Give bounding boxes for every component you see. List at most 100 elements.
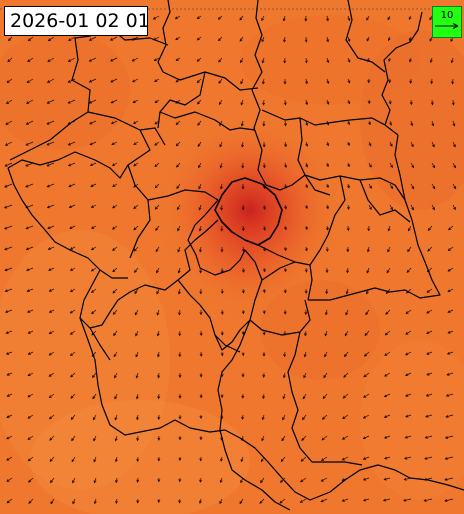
- wind-arrowhead: [154, 142, 158, 146]
- wind-arrow: [326, 78, 329, 84]
- wind-arrow: [406, 267, 412, 273]
- wind-arrow: [447, 309, 454, 313]
- wind-arrow: [89, 36, 97, 41]
- wind-arrow: [69, 204, 76, 208]
- wind-arrow: [68, 141, 76, 146]
- wind-arrow: [300, 498, 307, 503]
- wind-arrow: [49, 372, 55, 377]
- wind-arrowhead: [324, 333, 328, 337]
- wind-arrow: [431, 204, 435, 210]
- wind-arrowhead: [25, 247, 29, 251]
- wind-arrowhead: [260, 459, 264, 463]
- wind-arrowhead: [6, 500, 10, 504]
- wind-arrowhead: [239, 501, 243, 505]
- wind-arrowhead: [113, 332, 117, 337]
- wind-arrowhead: [175, 143, 179, 147]
- wind-arrowhead: [347, 80, 351, 84]
- wind-arrowhead: [220, 395, 224, 399]
- wind-arrow: [220, 477, 223, 483]
- wind-arrowhead: [198, 207, 202, 211]
- wind-arrowhead: [262, 310, 266, 315]
- wind-arrow: [91, 225, 97, 229]
- wind-arrowhead: [220, 332, 224, 336]
- wind-arrowhead: [403, 498, 407, 502]
- wind-arrowhead: [114, 417, 118, 421]
- wind-arrow: [408, 225, 412, 231]
- wind-arrow: [261, 435, 265, 441]
- wind-arrowhead: [405, 414, 409, 418]
- wind-arrowhead: [426, 351, 430, 355]
- wind-arrow: [154, 141, 160, 146]
- wind-arrowhead: [136, 458, 140, 463]
- wind-arrow: [92, 393, 97, 399]
- wind-arrowhead: [132, 121, 137, 124]
- wind-arrowhead: [112, 290, 116, 294]
- wind-arrowhead: [283, 81, 287, 85]
- wind-arrowhead: [404, 456, 408, 460]
- wind-arrow: [70, 372, 76, 378]
- wind-arrow: [8, 36, 13, 41]
- wind-arrow: [426, 330, 433, 334]
- wind-arrowhead: [304, 226, 308, 231]
- wind-arrow: [363, 372, 370, 378]
- wind-arrow: [260, 477, 265, 483]
- wind-arrowhead: [67, 100, 71, 104]
- wind-arrow: [326, 57, 329, 63]
- wind-arrowhead: [157, 437, 161, 441]
- wind-arrowhead: [368, 143, 372, 147]
- wind-arrow: [178, 288, 181, 294]
- wind-arrowhead: [6, 457, 10, 461]
- wind-arrowhead: [133, 205, 137, 209]
- wind-arrow: [239, 36, 244, 42]
- wind-arrowhead: [366, 270, 370, 274]
- wind-arrow: [448, 246, 454, 251]
- wind-arrowhead: [111, 163, 115, 166]
- wind-arrowhead: [241, 331, 245, 336]
- wind-arrow: [6, 372, 13, 376]
- wind-arrowhead: [304, 60, 308, 64]
- wind-arrow: [112, 267, 118, 272]
- wind-arrowhead: [241, 374, 245, 378]
- wind-arrowhead: [27, 310, 31, 313]
- wind-arrow: [49, 435, 55, 441]
- wind-arrowhead: [153, 58, 157, 62]
- wind-arrowhead: [175, 79, 179, 83]
- wind-arrow: [154, 99, 160, 103]
- wind-arrow: [91, 246, 97, 251]
- wind-arrowhead: [426, 289, 430, 293]
- wind-arrowhead: [132, 79, 136, 83]
- wind-arrow: [49, 330, 55, 334]
- wind-arrow: [89, 99, 97, 104]
- wind-arrow: [175, 15, 181, 20]
- wind-arrowhead: [157, 416, 161, 421]
- wind-arrowhead: [199, 353, 203, 357]
- wind-arrowhead: [261, 81, 265, 85]
- wind-arrow: [68, 78, 76, 83]
- wind-arrowhead: [431, 123, 435, 127]
- wind-arrow: [424, 498, 433, 502]
- wind-arrowhead: [262, 289, 266, 294]
- wind-arrow: [410, 204, 414, 210]
- wind-arrow: [156, 267, 160, 273]
- wind-arrow: [136, 372, 139, 378]
- wind-arrow: [178, 309, 181, 315]
- wind-arrowhead: [447, 248, 451, 251]
- wind-arrowhead: [198, 165, 201, 169]
- wind-arrowhead: [48, 331, 52, 334]
- wind-arrowhead: [178, 437, 182, 441]
- wind-arrowhead: [279, 479, 284, 483]
- wind-arrowhead: [176, 185, 180, 190]
- wind-arrow: [48, 246, 55, 250]
- wind-arrowhead: [326, 143, 330, 147]
- wind-arrow: [133, 225, 139, 231]
- wind-arrow: [27, 372, 34, 376]
- wind-arrow: [26, 246, 34, 250]
- wind-arrowhead: [69, 226, 73, 229]
- wind-arrowhead: [453, 186, 457, 190]
- wind-arrowhead: [89, 163, 94, 167]
- wind-arrow: [367, 246, 370, 252]
- wind-arrowhead: [157, 458, 161, 462]
- wind-arrowhead: [280, 458, 284, 463]
- wind-arrow: [384, 435, 391, 439]
